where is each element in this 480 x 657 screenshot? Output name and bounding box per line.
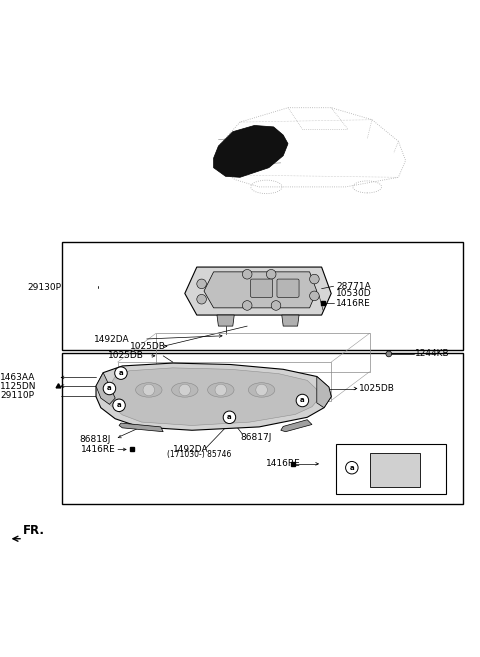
Polygon shape bbox=[107, 368, 319, 426]
Circle shape bbox=[242, 269, 252, 279]
Text: a: a bbox=[119, 370, 123, 376]
FancyBboxPatch shape bbox=[277, 279, 299, 298]
Polygon shape bbox=[214, 125, 288, 177]
Polygon shape bbox=[282, 315, 299, 326]
Polygon shape bbox=[317, 376, 331, 408]
Circle shape bbox=[179, 384, 191, 396]
Circle shape bbox=[215, 384, 227, 396]
FancyBboxPatch shape bbox=[251, 279, 273, 298]
FancyBboxPatch shape bbox=[370, 453, 420, 487]
Polygon shape bbox=[204, 272, 317, 308]
Text: 10530D: 10530D bbox=[336, 289, 372, 298]
Text: 1416RE: 1416RE bbox=[266, 459, 301, 468]
Polygon shape bbox=[217, 315, 234, 326]
FancyBboxPatch shape bbox=[62, 242, 463, 350]
FancyBboxPatch shape bbox=[62, 353, 463, 504]
Circle shape bbox=[242, 301, 252, 310]
Text: 1025DB: 1025DB bbox=[108, 351, 144, 360]
Ellipse shape bbox=[136, 383, 162, 397]
Circle shape bbox=[256, 384, 267, 396]
Text: a: a bbox=[349, 464, 354, 470]
Text: 1025DB: 1025DB bbox=[130, 342, 166, 351]
FancyBboxPatch shape bbox=[336, 443, 446, 494]
Circle shape bbox=[115, 367, 127, 379]
Circle shape bbox=[197, 279, 206, 288]
Circle shape bbox=[143, 384, 155, 396]
Text: 1025DB: 1025DB bbox=[359, 384, 395, 393]
Text: 1463AA: 1463AA bbox=[0, 373, 36, 382]
Text: 86817J: 86817J bbox=[240, 434, 271, 442]
Circle shape bbox=[296, 394, 309, 407]
Text: 1244KB: 1244KB bbox=[415, 350, 450, 359]
Polygon shape bbox=[96, 373, 115, 404]
Text: 86818J: 86818J bbox=[79, 436, 110, 444]
Polygon shape bbox=[119, 423, 163, 432]
Text: FR.: FR. bbox=[23, 524, 45, 537]
Text: (171030-) 85746: (171030-) 85746 bbox=[167, 450, 231, 459]
Text: 1125DN: 1125DN bbox=[0, 382, 36, 391]
Circle shape bbox=[310, 291, 319, 301]
Polygon shape bbox=[185, 267, 331, 315]
Circle shape bbox=[346, 461, 358, 474]
Circle shape bbox=[197, 294, 206, 304]
Text: 1416RE: 1416RE bbox=[81, 445, 115, 454]
Ellipse shape bbox=[249, 383, 275, 397]
Circle shape bbox=[103, 382, 116, 395]
Text: 28771A: 28771A bbox=[336, 282, 371, 291]
Text: 82442: 82442 bbox=[365, 447, 393, 457]
Circle shape bbox=[223, 411, 236, 424]
Ellipse shape bbox=[208, 383, 234, 397]
Circle shape bbox=[271, 301, 281, 310]
Polygon shape bbox=[281, 420, 312, 432]
Circle shape bbox=[266, 269, 276, 279]
Circle shape bbox=[310, 274, 319, 284]
Text: a: a bbox=[117, 402, 121, 408]
Text: 1492DA: 1492DA bbox=[94, 335, 129, 344]
Text: 1492DA: 1492DA bbox=[173, 445, 208, 454]
Ellipse shape bbox=[172, 383, 198, 397]
Text: a: a bbox=[300, 397, 305, 403]
Circle shape bbox=[386, 351, 392, 357]
Text: a: a bbox=[227, 415, 232, 420]
Text: 29130P: 29130P bbox=[27, 283, 61, 292]
Polygon shape bbox=[96, 363, 331, 430]
Text: 29110P: 29110P bbox=[0, 391, 34, 400]
Text: a: a bbox=[107, 386, 112, 392]
Circle shape bbox=[113, 399, 125, 411]
Text: 1416RE: 1416RE bbox=[336, 298, 371, 307]
